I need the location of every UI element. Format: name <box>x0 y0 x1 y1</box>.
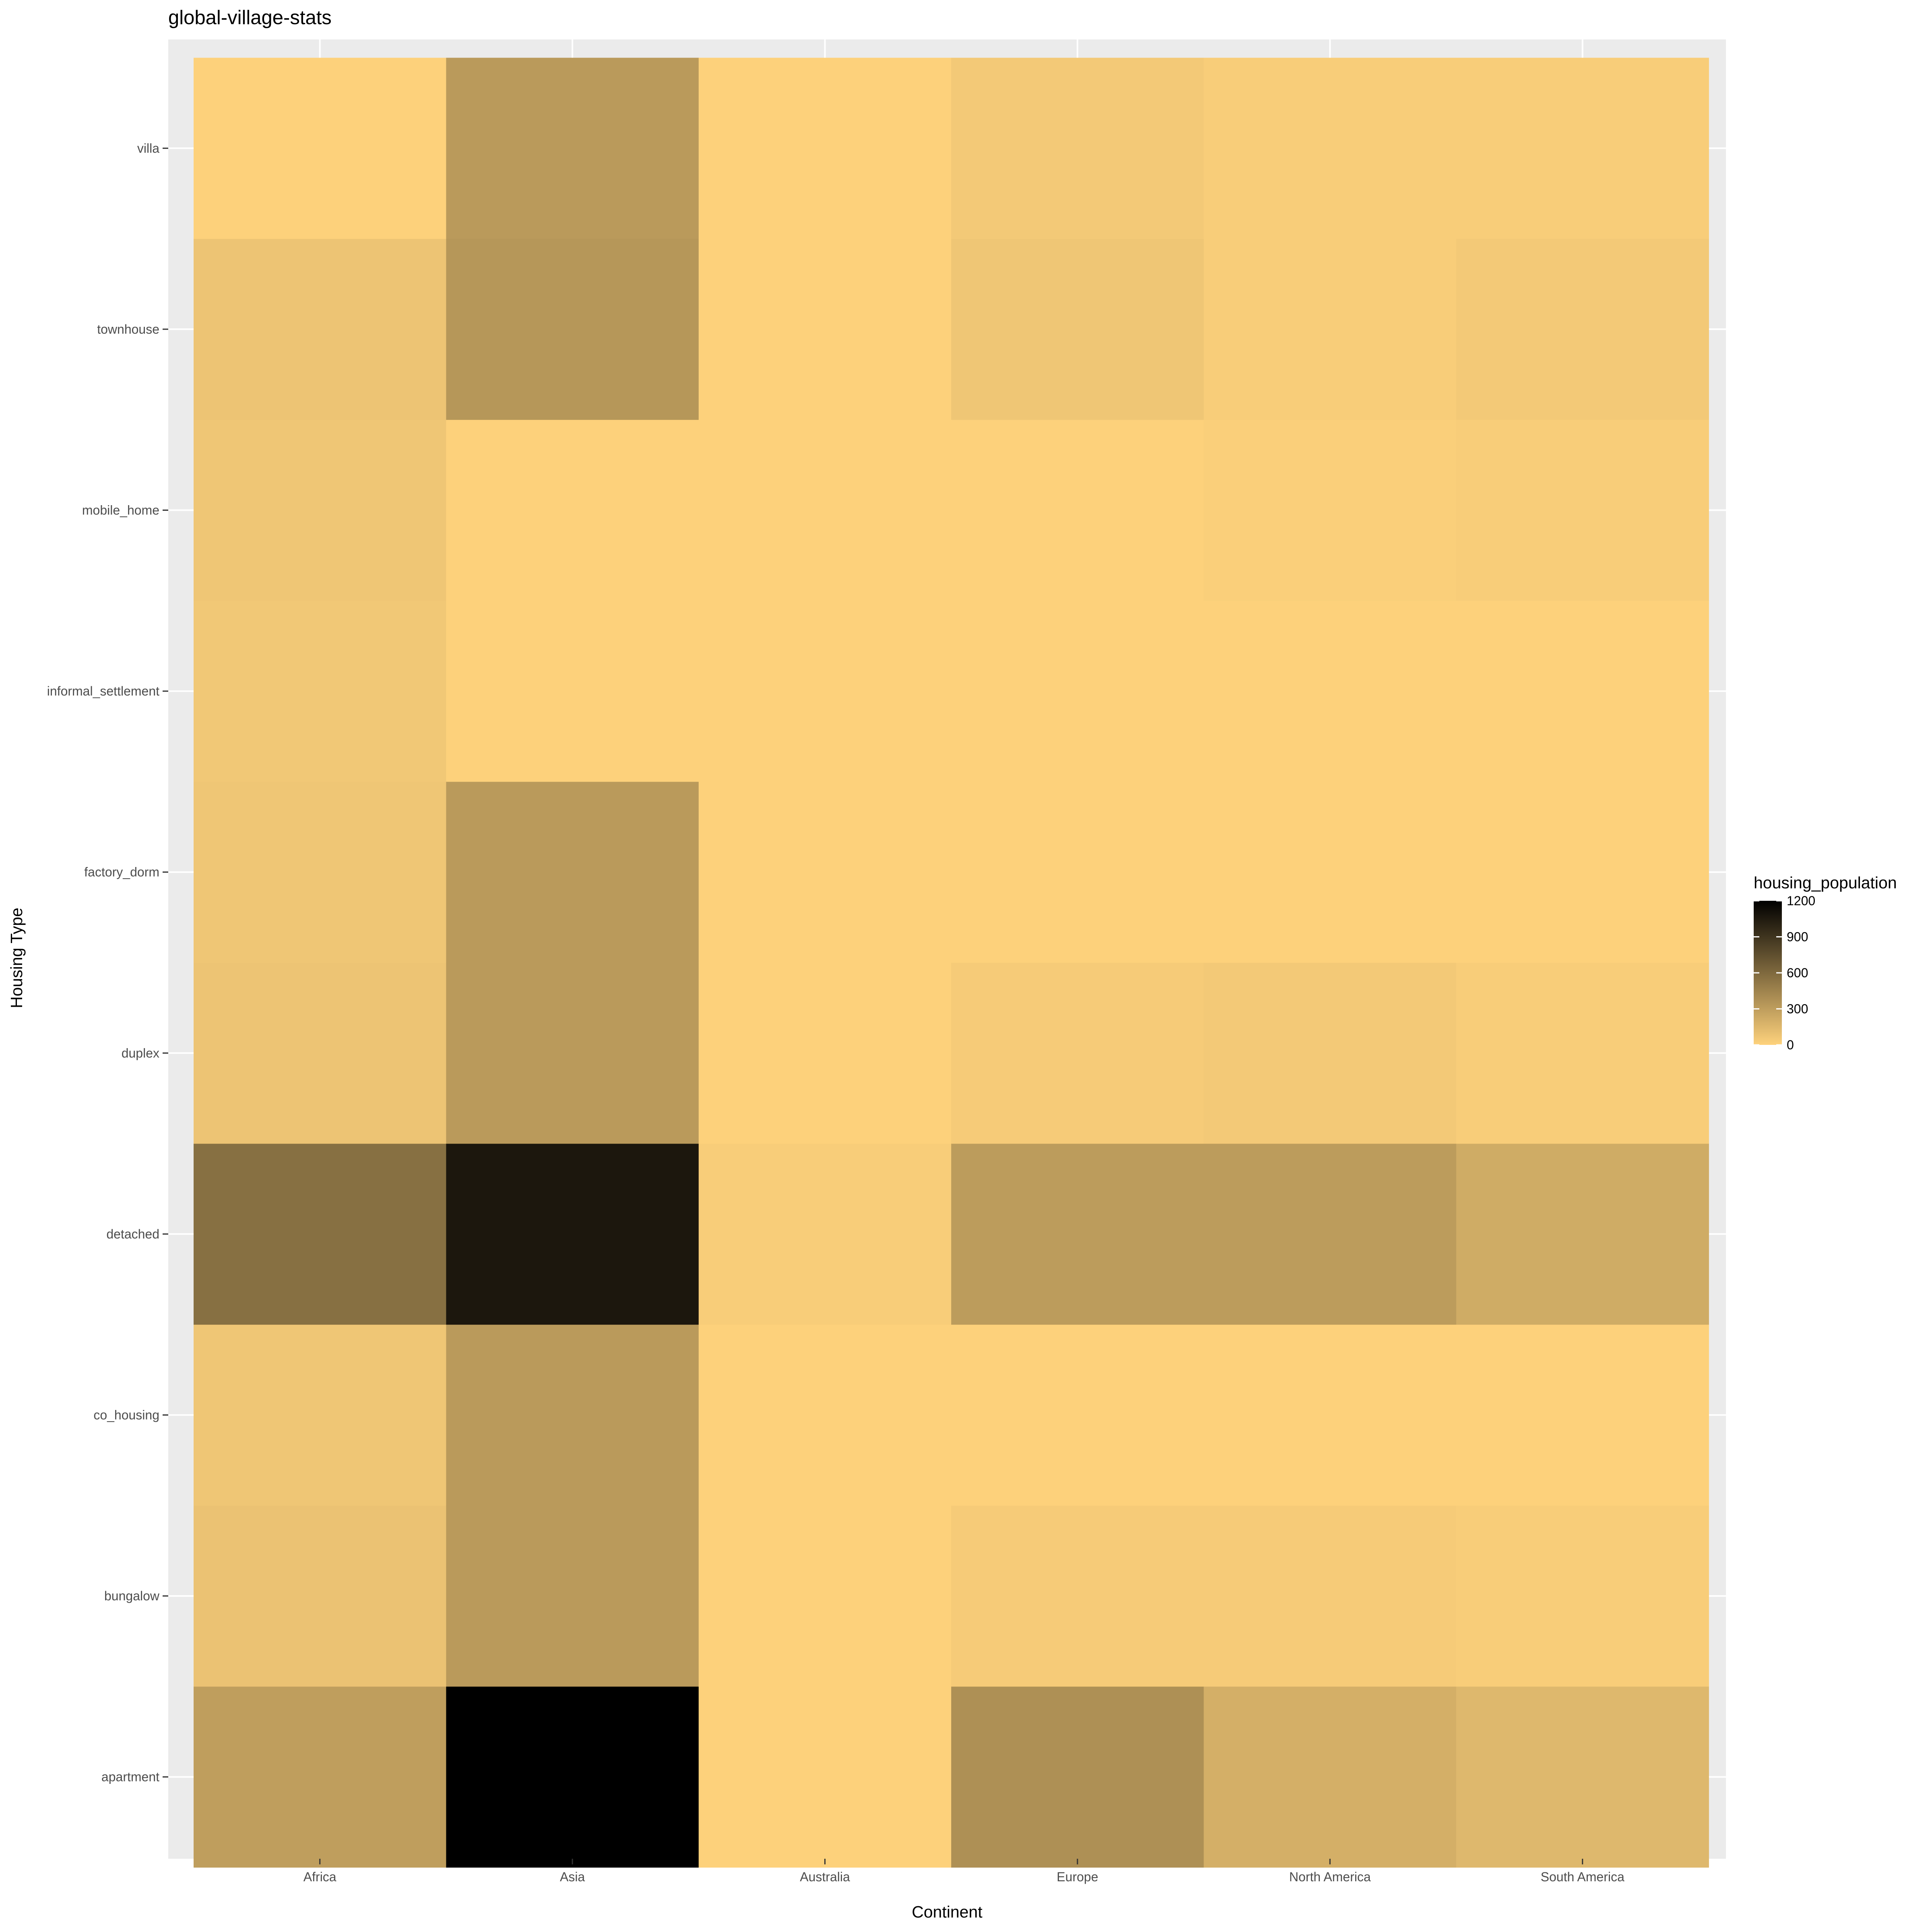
y-tick-label: mobile_home <box>82 503 159 518</box>
x-tick-label: Australia <box>800 1870 850 1884</box>
heatmap-tile-australia-duplex <box>698 962 952 1144</box>
heatmap-tile-asia-apartment <box>446 1686 699 1868</box>
legend-tick-label: 900 <box>1787 930 1808 944</box>
heatmap-tile-north-america-bungalow <box>1203 1505 1457 1687</box>
heatmap-tile-australia-villa <box>698 58 952 239</box>
heatmap-tile-south-america-co-housing <box>1456 1324 1709 1506</box>
heatmap-tile-south-america-informal-settlement <box>1456 601 1709 782</box>
heatmap-tile-asia-factory-dorm <box>446 781 699 963</box>
heatmap-tile-europe-factory-dorm <box>951 781 1204 963</box>
x-tick-label: Europe <box>1057 1870 1098 1884</box>
heatmap-tile-north-america-informal-settlement <box>1203 601 1457 782</box>
heatmap-tile-europe-detached <box>951 1144 1204 1325</box>
heatmap-tile-africa-mobile-home <box>194 419 446 601</box>
heatmap-tile-south-america-bungalow <box>1456 1505 1709 1687</box>
y-axis-title: Housing Type <box>7 908 26 1008</box>
heatmap-tile-europe-informal-settlement <box>951 601 1204 782</box>
legend-ticks: 0 300 600 900 1200 <box>1754 894 1815 1052</box>
y-axis: apartment bungalow co_housing detached duple… <box>47 141 168 1784</box>
heatmap-tile-asia-bungalow <box>446 1505 699 1687</box>
y-tick-label: factory_dorm <box>84 865 159 879</box>
legend: housing_population 0 300 600 900 1200 <box>1754 873 1897 1052</box>
heatmap-tile-south-america-apartment <box>1456 1686 1709 1868</box>
y-tick-label: townhouse <box>97 322 159 336</box>
heatmap-tile-asia-detached <box>446 1144 699 1325</box>
heatmap-tile-africa-duplex <box>194 962 446 1144</box>
heatmap-tile-australia-townhouse <box>698 239 952 420</box>
legend-tick-label: 1200 <box>1787 894 1815 908</box>
heatmap-tile-africa-townhouse <box>194 239 446 420</box>
heatmap-tile-africa-apartment <box>194 1686 446 1868</box>
heatmap-tile-australia-mobile-home <box>698 419 952 601</box>
heatmap-tile-africa-co-housing <box>194 1324 446 1506</box>
chart-title: global-village-stats <box>168 7 332 29</box>
heatmap-tile-europe-co-housing <box>951 1324 1204 1506</box>
heatmap-tile-australia-informal-settlement <box>698 601 952 782</box>
heatmap-tile-south-america-factory-dorm <box>1456 781 1709 963</box>
heatmap-tile-europe-duplex <box>951 962 1204 1144</box>
heatmap-tile-south-america-villa <box>1456 58 1709 239</box>
heatmap-tile-north-america-villa <box>1203 58 1457 239</box>
heatmap-tile-europe-villa <box>951 58 1204 239</box>
heatmap-tile-south-america-duplex <box>1456 962 1709 1144</box>
heatmap-tile-north-america-detached <box>1203 1144 1457 1325</box>
heatmap-tile-asia-villa <box>446 58 699 239</box>
y-tick-label: informal_settlement <box>47 684 159 698</box>
heatmap-tile-africa-bungalow <box>194 1505 446 1687</box>
y-tick-label: apartment <box>101 1770 159 1784</box>
x-axis-title: Continent <box>912 1903 983 1921</box>
legend-tick-label: 0 <box>1787 1038 1794 1052</box>
heatmap-tile-south-america-townhouse <box>1456 239 1709 420</box>
heatmap-tile-africa-detached <box>194 1144 446 1325</box>
x-tick-label: Africa <box>303 1870 336 1884</box>
heatmap-tile-asia-duplex <box>446 962 699 1144</box>
x-tick-label: North America <box>1289 1870 1371 1884</box>
y-tick-label: duplex <box>122 1046 159 1060</box>
x-axis: Africa Asia Australia Europe North America So… <box>303 1859 1624 1884</box>
legend-tick-label: 600 <box>1787 966 1808 980</box>
y-tick-label: bungalow <box>104 1589 160 1603</box>
heatmap-tile-europe-mobile-home <box>951 419 1204 601</box>
heatmap-tile-australia-co-housing <box>698 1324 952 1506</box>
heatmap-tile-asia-co-housing <box>446 1324 699 1506</box>
heatmap-tile-europe-townhouse <box>951 239 1204 420</box>
heatmap-tile-europe-apartment <box>951 1686 1204 1868</box>
x-tick-label: Asia <box>560 1870 585 1884</box>
heatmap-tile-south-america-mobile-home <box>1456 419 1709 601</box>
heatmap-tile-australia-factory-dorm <box>698 781 952 963</box>
heatmap-tile-north-america-mobile-home <box>1203 419 1457 601</box>
heatmap-tile-africa-factory-dorm <box>194 781 446 963</box>
heatmap-tile-south-america-detached <box>1456 1144 1709 1325</box>
heatmap-tile-africa-villa <box>194 58 446 239</box>
heatmap-tile-north-america-duplex <box>1203 962 1457 1144</box>
heatmap-tile-north-america-townhouse <box>1203 239 1457 420</box>
heatmap-tile-asia-townhouse <box>446 239 699 420</box>
heatmap-tile-asia-informal-settlement <box>446 601 699 782</box>
heatmap-tile-north-america-factory-dorm <box>1203 781 1457 963</box>
heatmap-tile-asia-mobile-home <box>446 419 699 601</box>
legend-tick-label: 300 <box>1787 1002 1808 1016</box>
heatmap-tile-africa-informal-settlement <box>194 601 446 782</box>
heatmap-tiles <box>194 58 1709 1868</box>
heatmap-tile-australia-apartment <box>698 1686 952 1868</box>
y-tick-label: co_housing <box>93 1408 159 1422</box>
heatmap-tile-europe-bungalow <box>951 1505 1204 1687</box>
heatmap-tile-north-america-co-housing <box>1203 1324 1457 1506</box>
heatmap-tile-north-america-apartment <box>1203 1686 1457 1868</box>
x-tick-label: South America <box>1541 1870 1624 1884</box>
y-tick-label: detached <box>106 1227 159 1241</box>
y-tick-label: villa <box>137 141 159 155</box>
heatmap-tile-australia-bungalow <box>698 1505 952 1687</box>
legend-title: housing_population <box>1754 873 1897 892</box>
heatmap-tile-australia-detached <box>698 1144 952 1325</box>
